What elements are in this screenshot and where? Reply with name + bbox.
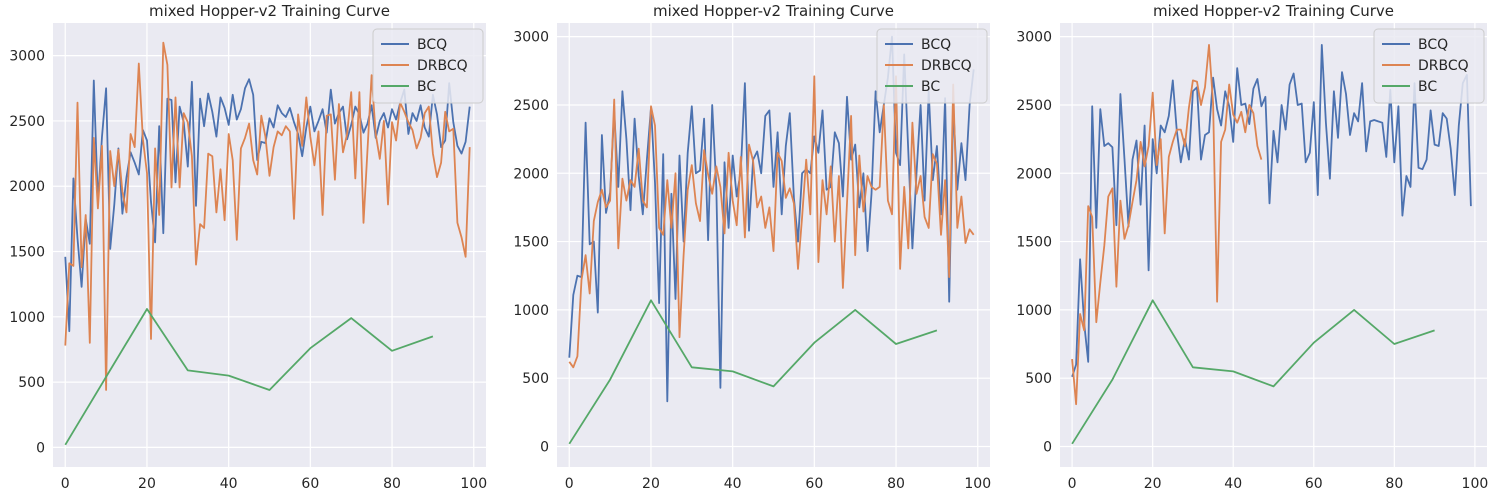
y-tick-label: 1500: [1016, 235, 1052, 251]
chart-panel-1: 0 20 40 60 80 100050010001500200025003000mixe…: [9, 2, 487, 492]
legend-label-bcq: BCQ: [1418, 37, 1448, 53]
y-tick-label: 1500: [9, 245, 45, 261]
y-tick-label: 500: [1025, 371, 1052, 387]
x-tick-label: 60: [1305, 476, 1323, 492]
series-line-bc: [568, 299, 938, 445]
legend-label-bcq: BCQ: [921, 37, 951, 53]
x-tick-label: 100: [1462, 476, 1489, 492]
series-line-bc: [1071, 299, 1435, 445]
chart-panel-3: 0 20 40 60 80 100050010001500200025003000mixe…: [1016, 2, 1488, 492]
y-tick-label: 500: [18, 375, 45, 391]
legend-label-drbcq: DRBCQ: [417, 58, 468, 74]
y-tick-label: 1500: [513, 235, 549, 251]
legend-label-drbcq: DRBCQ: [921, 58, 972, 74]
x-tick-label: 60: [805, 476, 823, 492]
y-tick-label: 3000: [1016, 30, 1052, 46]
x-tick-label: 80: [383, 476, 401, 492]
series-line-drbcq: [568, 75, 975, 369]
series-line-drbcq: [64, 41, 471, 391]
chart-panel-2: 0 20 40 60 80 100050010001500200025003000mixe…: [513, 2, 991, 492]
legend-label-drbcq: DRBCQ: [1418, 58, 1469, 74]
y-tick-label: 3000: [9, 49, 45, 65]
legend: BCQ DRBCQ BC: [372, 28, 484, 104]
y-tick-label: 0: [36, 440, 45, 456]
x-tick-label: 0: [565, 476, 574, 492]
x-tick-label: 100: [460, 476, 487, 492]
y-tick-label: 2500: [9, 114, 45, 130]
x-tick-label: 80: [887, 476, 905, 492]
y-tick-label: 0: [540, 440, 549, 456]
series-line-drbcq: [1071, 44, 1263, 406]
y-tick-label: 500: [522, 371, 549, 387]
x-tick-label: 40: [1224, 476, 1242, 492]
x-tick-label: 40: [220, 476, 238, 492]
y-tick-label: 1000: [1016, 303, 1052, 319]
y-tick-label: 1000: [9, 310, 45, 326]
x-tick-label: 20: [1144, 476, 1162, 492]
x-tick-label: 40: [724, 476, 742, 492]
legend: BCQ DRBCQ BC: [1373, 28, 1485, 104]
chart-title: mixed Hopper-v2 Training Curve: [653, 2, 894, 20]
x-tick-label: 80: [1385, 476, 1403, 492]
legend-label-bcq: BCQ: [417, 37, 447, 53]
x-tick-label: 0: [61, 476, 70, 492]
y-tick-label: 2500: [513, 98, 549, 114]
y-tick-label: 3000: [513, 30, 549, 46]
legend: BCQ DRBCQ BC: [876, 28, 988, 104]
legend-box: [1373, 28, 1485, 104]
x-tick-label: 20: [642, 476, 660, 492]
x-tick-label: 20: [138, 476, 156, 492]
legend-label-bc: BC: [1418, 79, 1437, 95]
legend-box: [876, 28, 988, 104]
y-tick-label: 2500: [1016, 98, 1052, 114]
series-line-bc: [64, 308, 434, 446]
legend-box: [372, 28, 484, 104]
x-tick-label: 100: [964, 476, 991, 492]
y-tick-label: 0: [1043, 440, 1052, 456]
y-tick-label: 2000: [513, 166, 549, 182]
legend-label-bc: BC: [417, 79, 436, 95]
chart-title: mixed Hopper-v2 Training Curve: [149, 2, 390, 20]
legend-label-bc: BC: [921, 79, 940, 95]
x-tick-label: 0: [1068, 476, 1077, 492]
y-tick-label: 2000: [9, 179, 45, 195]
chart-title: mixed Hopper-v2 Training Curve: [1153, 2, 1394, 20]
y-tick-label: 2000: [1016, 166, 1052, 182]
x-tick-label: 60: [301, 476, 319, 492]
series-line-bcq: [1071, 44, 1472, 378]
y-tick-label: 1000: [513, 303, 549, 319]
